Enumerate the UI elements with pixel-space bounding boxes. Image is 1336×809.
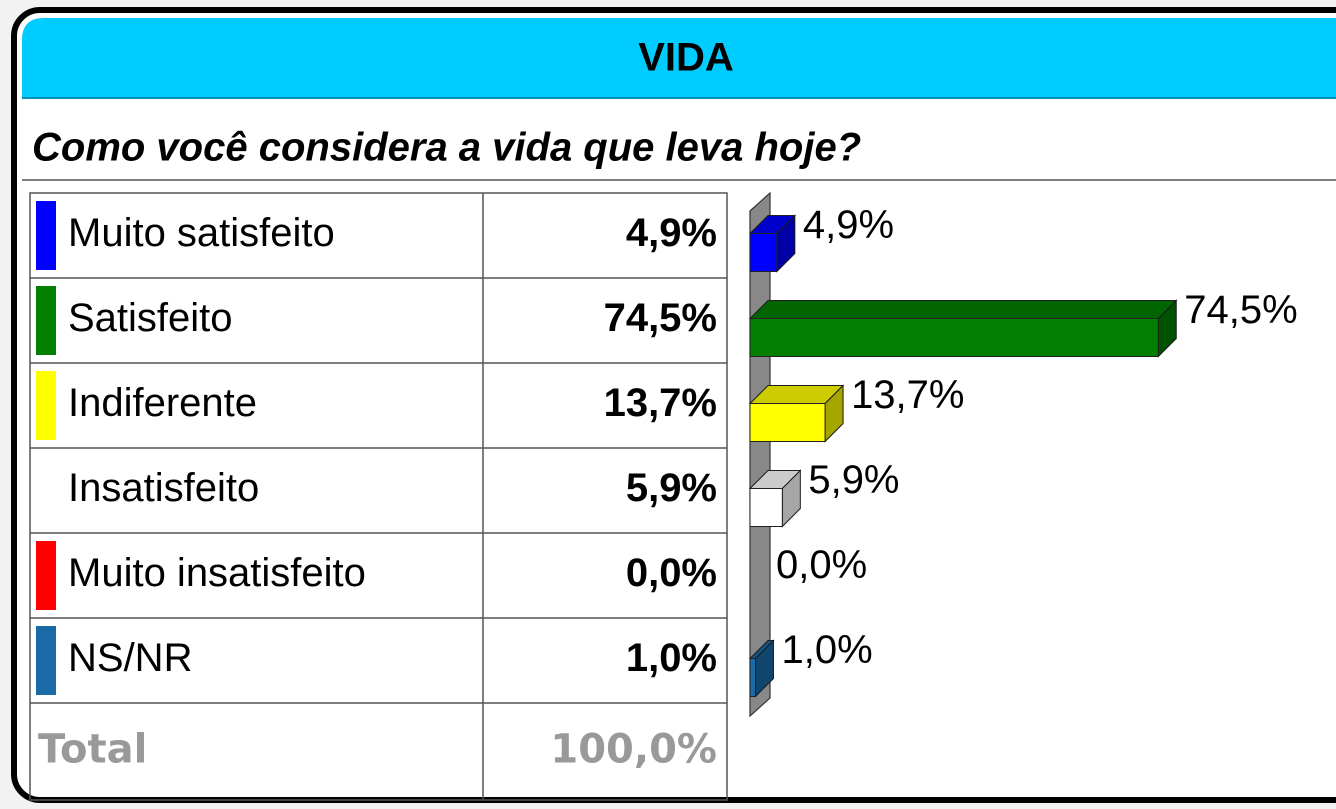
category-label: Muito satisfeito: [68, 211, 335, 255]
data-label: 0,0%: [776, 543, 867, 587]
category-label: Indiferente: [68, 381, 257, 425]
value-cell: 4,9%: [626, 211, 717, 255]
data-label: 74,5%: [1184, 288, 1297, 332]
bar-side-shade: [1158, 300, 1177, 357]
chart-title: VIDA: [638, 36, 734, 80]
legend-swatch: [36, 371, 56, 440]
total-label: Total: [38, 727, 147, 773]
bar-top-shade: [750, 385, 844, 404]
legend-swatch: [36, 626, 56, 695]
bar: [749, 233, 778, 272]
bar-side-shade: [782, 470, 801, 527]
bar-side-shade: [776, 215, 795, 272]
category-label: Satisfeito: [68, 296, 233, 340]
data-label: 1,0%: [781, 628, 872, 672]
bar-top-shade: [750, 640, 774, 659]
bar: [749, 488, 783, 527]
value-cell: 1,0%: [626, 636, 717, 680]
total-value: 100,0%: [550, 727, 717, 773]
legend-swatch: [36, 286, 56, 355]
bar: [749, 318, 1159, 357]
plot: 4,9% 74,5% 13,7% 5,9% 0,0% 1,0%: [748, 191, 1298, 718]
value-cell: 5,9%: [626, 466, 717, 510]
value-cell: 13,7%: [604, 381, 717, 425]
data-label: 5,9%: [808, 458, 899, 502]
chart-subtitle: Como você considera a vida que leva hoje…: [32, 126, 861, 170]
bar-top-shade: [750, 300, 1177, 319]
legend-swatch: [36, 456, 56, 525]
header-band: [22, 18, 1336, 98]
bar-top-shade: [750, 215, 795, 234]
table-border: [29, 192, 728, 801]
bar-side-shade: [755, 640, 774, 697]
category-label: NS/NR: [68, 636, 192, 680]
bar: [749, 403, 826, 442]
value-cell: 0,0%: [626, 551, 717, 595]
value-cell: 74,5%: [604, 296, 717, 340]
category-label: Muito insatisfeito: [68, 551, 366, 595]
bar: [749, 658, 756, 697]
data-label: 4,9%: [803, 203, 894, 247]
bar-top-shade: [750, 470, 801, 489]
data-label: 13,7%: [851, 373, 964, 417]
table: Muito satisfeito 4,9% Satisfeito 74,5% Indif…: [29, 192, 728, 801]
category-label: Insatisfeito: [68, 466, 259, 510]
legend-swatch: [36, 541, 56, 610]
legend-swatch: [36, 201, 56, 270]
bar-side-shade: [825, 385, 844, 442]
